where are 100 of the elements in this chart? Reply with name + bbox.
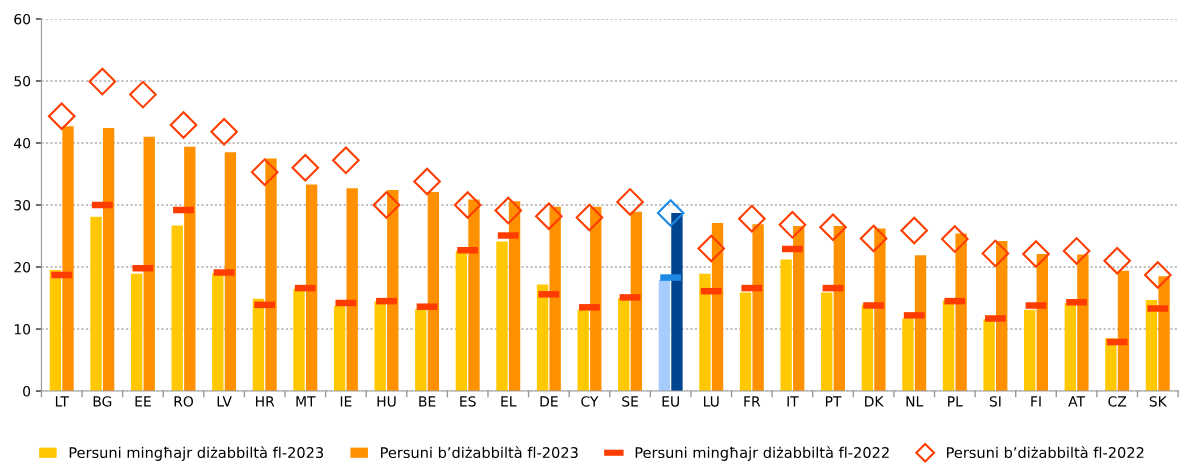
bar <box>1036 254 1048 392</box>
bar <box>590 206 602 392</box>
x-tick-label: BG <box>93 396 112 407</box>
bar <box>305 184 318 392</box>
point <box>656 199 685 227</box>
x-tick-label: IE <box>340 396 352 407</box>
point <box>859 224 888 253</box>
point <box>129 80 157 109</box>
point <box>616 188 644 216</box>
bar <box>171 225 183 392</box>
y-tick-label: 50 <box>14 75 31 87</box>
bar <box>780 259 792 392</box>
bar <box>184 146 196 392</box>
point <box>697 234 726 263</box>
x-tick-label: LU <box>704 396 719 407</box>
bar <box>874 228 886 392</box>
point <box>88 67 117 96</box>
point <box>941 225 969 253</box>
bar <box>212 273 224 392</box>
bar <box>508 201 521 392</box>
bar <box>427 191 440 392</box>
bar <box>468 199 480 392</box>
x-tick-label: RO <box>174 396 194 407</box>
x-tick-label: EL <box>501 396 517 407</box>
x-tick-label: LT <box>55 396 69 407</box>
bar <box>699 273 711 392</box>
point <box>738 204 766 233</box>
bar <box>821 292 833 392</box>
bar <box>415 309 427 392</box>
point <box>1143 261 1172 289</box>
x-tick-label: IT <box>787 396 799 407</box>
bar <box>955 233 967 392</box>
point <box>981 239 1010 268</box>
point <box>819 213 847 242</box>
bar <box>143 136 155 392</box>
x-tick-label: BE <box>419 396 436 407</box>
bar <box>1024 309 1036 392</box>
x-tick-label: HR <box>256 396 275 407</box>
bar <box>752 224 764 392</box>
x-tick-label: CZ <box>1108 396 1127 407</box>
point <box>291 153 320 182</box>
bar <box>618 298 630 392</box>
x-tick-label: FI <box>1031 396 1041 407</box>
legend-label: Persuni b’diżabbiltà fl-2023 <box>381 446 578 459</box>
bar <box>1105 338 1117 392</box>
point <box>453 191 482 219</box>
x-tick-label: CY <box>581 396 599 407</box>
point <box>1022 240 1050 268</box>
x-tick-label: PL <box>948 396 963 407</box>
point <box>778 211 807 239</box>
bar <box>293 288 305 392</box>
bar <box>496 241 508 392</box>
x-tick-label: FR <box>744 396 761 407</box>
point <box>169 111 198 139</box>
x-tick-label: SE <box>622 396 638 407</box>
x-tick-label: NL <box>906 396 924 407</box>
y-tick-label: 60 <box>14 13 31 25</box>
bar <box>1158 276 1170 392</box>
legend-label: Persuni mingħajr diżabbiltà fl-2023 <box>69 446 324 461</box>
point <box>372 191 401 219</box>
point <box>575 203 604 232</box>
bar <box>1064 302 1076 392</box>
bar <box>942 300 955 392</box>
y-tick-label: 0 <box>23 386 31 397</box>
bar <box>1117 270 1130 392</box>
bar <box>62 126 74 392</box>
x-tick-label: PT <box>825 396 842 407</box>
x-tick-label: DK <box>865 396 884 407</box>
x-tick-label: EE <box>135 396 151 407</box>
bar <box>536 284 549 392</box>
bar <box>861 304 874 392</box>
x-tick-label: MT <box>296 396 316 407</box>
y-tick-label: 30 <box>14 199 31 211</box>
bar <box>983 319 995 392</box>
bar <box>374 301 386 392</box>
bar <box>252 298 265 392</box>
bar <box>833 226 845 392</box>
point <box>1062 237 1091 265</box>
legend-label: Persuni b’diżabbiltà fl-2022 <box>947 446 1144 459</box>
bar <box>333 306 346 392</box>
bar <box>549 206 561 392</box>
bar <box>130 273 143 392</box>
x-tick-label: AT <box>1068 396 1086 407</box>
y-tick-label: 40 <box>14 137 31 149</box>
bar <box>1077 254 1089 392</box>
point <box>47 102 76 131</box>
bar <box>387 190 399 392</box>
bar <box>455 250 468 392</box>
point <box>494 196 523 225</box>
bar <box>671 213 683 392</box>
bar <box>265 158 277 392</box>
x-tick-label: SK <box>1149 396 1168 407</box>
point <box>332 146 360 175</box>
point <box>1103 247 1131 275</box>
y-tick-label: 20 <box>14 261 31 273</box>
bar <box>739 292 752 392</box>
point <box>250 158 279 186</box>
legend-label: Persuni mingħajr diżabbiltà fl-2022 <box>635 446 889 461</box>
bar <box>658 280 671 392</box>
bar <box>224 152 237 392</box>
